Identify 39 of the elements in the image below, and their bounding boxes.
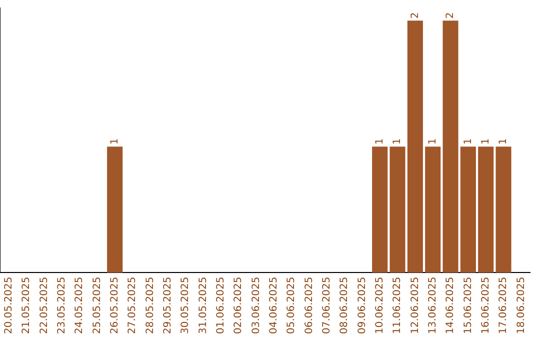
x-tick-label: 03.06.2025	[250, 276, 262, 334]
data-label: 1	[462, 138, 474, 145]
x-tick-label: 26.05.2025	[109, 276, 120, 334]
x-tick-label: 24.05.2025	[74, 276, 86, 334]
x-tick-label: 02.06.2025	[233, 276, 244, 334]
x-tick-label: 04.06.2025	[268, 276, 280, 334]
x-tick-label: 28.05.2025	[144, 276, 156, 334]
x-tick-label: 25.05.2025	[92, 276, 103, 334]
x-tick-label: 31.05.2025	[198, 276, 209, 334]
x-tick-label: 07.06.2025	[321, 276, 332, 334]
data-label: 2	[410, 12, 421, 19]
x-tick-label: 20.05.2025	[3, 276, 14, 334]
x-tick-label: 11.06.2025	[392, 276, 404, 334]
x-tick-label: 21.05.2025	[21, 276, 32, 334]
x-tick-label: 13.06.2025	[427, 276, 438, 334]
x-tick-label: 27.05.2025	[127, 276, 138, 334]
x-tick-label: 15.06.2025	[462, 276, 474, 334]
x-tick-label: 09.06.2025	[356, 276, 368, 334]
data-label: 2	[445, 12, 456, 19]
data-label: 1	[392, 138, 404, 145]
x-tick-label: 23.05.2025	[56, 276, 68, 334]
data-label: 1	[498, 138, 510, 145]
x-tick-label: 01.06.2025	[215, 276, 226, 334]
data-label: 1	[374, 138, 386, 145]
data-label: 1	[480, 138, 492, 145]
x-tick-label: 30.05.2025	[180, 276, 192, 334]
x-tick-label: 06.06.2025	[304, 276, 315, 334]
x-tick-label: 18.06.2025	[516, 276, 527, 334]
x-tick-label: 16.06.2025	[480, 276, 492, 334]
data-label: 1	[427, 138, 438, 145]
x-tick-label: 12.06.2025	[410, 276, 421, 334]
x-tick-label: 05.06.2025	[286, 276, 298, 334]
x-tick-label: 14.06.2025	[445, 276, 456, 334]
x-tick-label: 22.05.2025	[38, 276, 50, 334]
x-tick-label: 10.06.2025	[374, 276, 386, 334]
data-label: 1	[109, 138, 120, 145]
x-tick-label: 08.06.2025	[339, 276, 350, 334]
x-tick-label: 29.05.2025	[162, 276, 174, 334]
x-tick-label: 17.06.2025	[498, 276, 510, 334]
